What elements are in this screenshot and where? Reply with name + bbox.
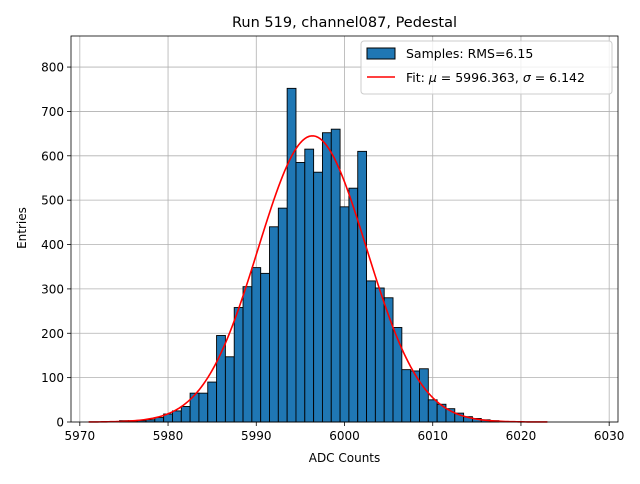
- y-axis-label: Entries: [15, 207, 29, 249]
- legend-box: [360, 40, 613, 95]
- x-tick-label: 5990: [241, 429, 272, 443]
- legend-samples-swatch: [366, 47, 396, 60]
- fit-curve: [88, 135, 548, 423]
- y-tick-label: 300: [41, 282, 64, 296]
- legend: Samples: RMS=6.15 Fit: μ = 5996.363, σ =…: [360, 40, 613, 95]
- x-axis-label: ADC Counts: [309, 451, 381, 465]
- legend-samples-label: Samples: RMS=6.15: [406, 46, 533, 61]
- histogram-bar: [330, 128, 341, 423]
- y-tick-label: 500: [41, 194, 64, 208]
- histogram-bar: [339, 206, 350, 423]
- histogram-bar: [269, 226, 279, 423]
- histogram-bar: [304, 148, 315, 423]
- histogram-bar: [233, 307, 244, 423]
- x-tick-label: 6010: [417, 429, 448, 443]
- histogram-bar: [357, 150, 368, 423]
- x-tick-label: 5970: [65, 429, 96, 443]
- histogram-bar: [198, 392, 209, 423]
- histogram-bar: [286, 87, 297, 423]
- y-tick-label: 200: [41, 327, 64, 341]
- histogram-bar: [392, 327, 403, 423]
- legend-fit-sigma-value: = 6.142: [531, 70, 585, 85]
- histogram-bar: [374, 287, 385, 423]
- histogram-bar: [321, 132, 332, 423]
- histogram-bar: [277, 207, 288, 423]
- histogram-bar: [180, 406, 191, 423]
- y-tick-label: 600: [41, 149, 64, 163]
- histogram-bars: [119, 87, 500, 423]
- histogram-bar: [242, 286, 253, 423]
- x-tick-label: 5980: [153, 429, 184, 443]
- histogram-bar: [401, 369, 412, 423]
- y-tick-label: 100: [41, 371, 64, 385]
- histogram-bar: [207, 381, 218, 423]
- fit-curve-layer: [88, 135, 548, 423]
- legend-fit-prefix: Fit:: [406, 70, 429, 85]
- y-tick-label: 800: [41, 61, 64, 75]
- histogram-bar: [216, 335, 226, 423]
- x-tick-label: 6000: [329, 429, 360, 443]
- x-tick-label: 6030: [594, 429, 625, 443]
- legend-fit-mu-value: = 5996.363,: [437, 70, 523, 85]
- x-axis-ticks: 5970 5980 5990 6000 6010 6020 6030: [65, 422, 625, 443]
- histogram-bar: [313, 171, 323, 423]
- histogram-bar: [295, 161, 306, 423]
- histogram-bar: [260, 272, 270, 423]
- x-tick-label: 6020: [506, 429, 537, 443]
- y-axis-ticks: 0 100 200 300 400 500 600 700 800: [41, 61, 71, 430]
- chart-title: Run 519, channel087, Pedestal: [232, 15, 457, 31]
- legend-fit-mu-symbol: μ: [428, 70, 437, 85]
- y-tick-label: 0: [56, 416, 64, 430]
- histogram-bar: [251, 267, 262, 423]
- y-tick-label: 700: [41, 105, 64, 119]
- legend-fit-label: Fit: μ = 5996.363, σ = 6.142: [406, 70, 585, 85]
- histogram-bar: [172, 410, 182, 423]
- histogram-bar: [427, 399, 438, 423]
- histogram-bar: [224, 356, 235, 423]
- histogram-bar: [348, 187, 359, 423]
- y-tick-label: 400: [41, 238, 64, 252]
- histogram-bar: [366, 280, 376, 423]
- legend-fit-sigma-symbol: σ: [523, 70, 532, 85]
- histogram-bar: [419, 368, 429, 423]
